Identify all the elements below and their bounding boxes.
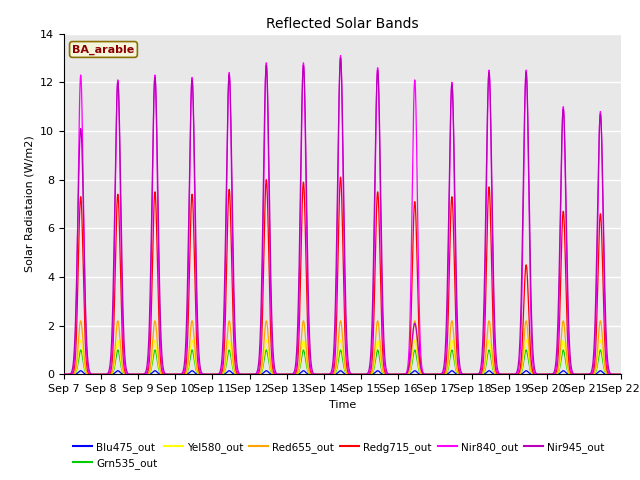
Y-axis label: Solar Radiataion (W/m2): Solar Radiataion (W/m2) (24, 136, 35, 272)
X-axis label: Time: Time (329, 400, 356, 409)
Title: Reflected Solar Bands: Reflected Solar Bands (266, 17, 419, 31)
Legend: Blu475_out, Grn535_out, Yel580_out, Red655_out, Redg715_out, Nir840_out, Nir945_: Blu475_out, Grn535_out, Yel580_out, Red6… (69, 438, 609, 473)
Text: BA_arable: BA_arable (72, 44, 134, 55)
